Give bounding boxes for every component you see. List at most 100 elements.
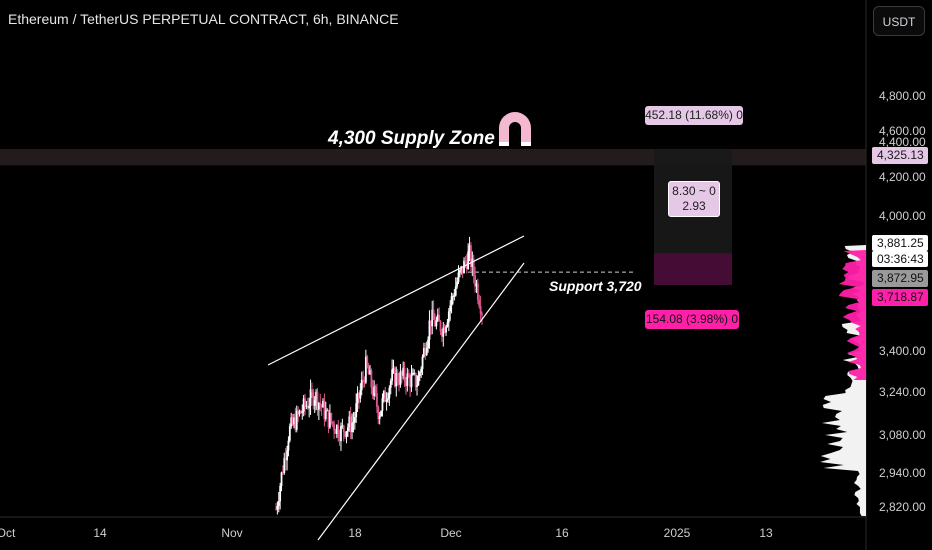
candle-body: [427, 339, 429, 349]
candle-body: [319, 402, 322, 406]
x-axis-tick: 14: [93, 526, 107, 540]
measure-middle-line2: 2.93: [682, 199, 706, 213]
candle-body: [290, 417, 293, 427]
candle-body: [474, 275, 476, 287]
supply-price-tag: 4,325.13: [872, 147, 928, 164]
candle-body: [434, 319, 436, 327]
x-axis-tick: Oct: [0, 526, 16, 540]
candle-body: [373, 386, 376, 396]
candle-body: [413, 372, 416, 374]
candle-body: [320, 405, 323, 408]
magnet-tip-right: [521, 142, 531, 146]
candle-body: [450, 296, 453, 306]
candle-body: [370, 370, 373, 388]
candle-body: [438, 314, 441, 322]
candle-body: [435, 320, 438, 327]
candle-body: [461, 266, 464, 274]
candle-body: [363, 380, 366, 383]
candle-body: [334, 430, 337, 434]
candle-body: [279, 485, 282, 502]
support-price-tag: 3,718.87: [872, 289, 928, 306]
candle-body: [411, 372, 414, 375]
candle-body: [360, 379, 363, 391]
candle-body: [344, 432, 347, 437]
candle-body: [403, 367, 406, 382]
candle-body: [424, 347, 427, 356]
candle-body: [391, 369, 394, 381]
candle-body: [277, 501, 280, 507]
candle-body: [392, 368, 395, 370]
candle-body: [442, 327, 445, 337]
measure-top-label: 452.18 (11.68%) 0: [645, 106, 743, 125]
candle-body: [311, 389, 313, 393]
countdown-tag: 03:36:43: [872, 251, 928, 267]
candle-body: [457, 272, 460, 282]
candle-body: [449, 305, 452, 312]
candle-body: [330, 413, 333, 422]
candle-body: [388, 387, 391, 399]
candle-body: [447, 311, 450, 323]
volume-profile: [820, 245, 866, 516]
candle-body: [414, 372, 417, 387]
candle-body: [389, 380, 392, 388]
candle-body: [286, 450, 288, 461]
candle-body: [407, 373, 410, 377]
candle-body: [476, 283, 479, 301]
candle-body: [352, 422, 355, 424]
y-axis-tick: 4,600.00: [879, 124, 926, 138]
currency-selector-button[interactable]: USDT: [873, 6, 925, 36]
candle-body: [338, 437, 341, 442]
x-axis-tick: 18: [348, 526, 362, 540]
candle-body: [276, 506, 279, 510]
candle-body: [405, 381, 407, 386]
candle-body: [348, 416, 351, 428]
candle-body: [358, 392, 360, 399]
candle-body: [345, 431, 348, 437]
x-axis-tick: 13: [759, 526, 773, 540]
candle-body: [425, 348, 428, 356]
candle-body: [327, 409, 330, 428]
candle-body: [470, 245, 472, 267]
y-axis-tick: 3,080.00: [879, 428, 926, 442]
candle-body: [302, 398, 305, 412]
candle-body: [374, 386, 377, 394]
candle-body: [416, 385, 418, 387]
candle-body: [305, 405, 308, 407]
candle-body: [283, 457, 286, 473]
candle-body: [384, 391, 387, 402]
candle-body: [439, 321, 442, 332]
candle-body: [313, 400, 316, 406]
candle-body: [288, 426, 291, 441]
candle-body: [420, 368, 423, 373]
candle-body: [317, 402, 320, 410]
candle-body: [467, 251, 470, 270]
candle-body: [452, 295, 454, 297]
y-axis-tick: 3,240.00: [879, 385, 926, 399]
candle-body: [301, 411, 304, 413]
candle-body: [456, 281, 459, 287]
candle-body: [349, 416, 352, 433]
candle-body: [454, 286, 457, 296]
candle-body: [298, 410, 301, 415]
candle-body: [421, 356, 424, 369]
candle-body: [295, 410, 298, 430]
candle-body: [429, 320, 432, 327]
candle-body: [284, 457, 287, 461]
candle-body: [312, 392, 315, 406]
candle-body: [322, 400, 324, 408]
candle-body: [369, 370, 371, 375]
y-axis-tick: 4,800.00: [879, 89, 926, 103]
candle-body: [280, 472, 283, 486]
candle-body: [460, 266, 463, 271]
last-price-tag: 3,881.25: [872, 235, 928, 251]
candle-body: [479, 306, 482, 315]
candle-body: [418, 372, 421, 377]
magnet-tip-left: [499, 142, 509, 146]
candle-body: [475, 283, 478, 287]
candle-body: [417, 376, 420, 386]
candle-body: [406, 373, 409, 386]
candle-body: [362, 379, 365, 381]
candle-body: [382, 391, 385, 399]
y-axis-tick: 2,940.00: [879, 466, 926, 480]
